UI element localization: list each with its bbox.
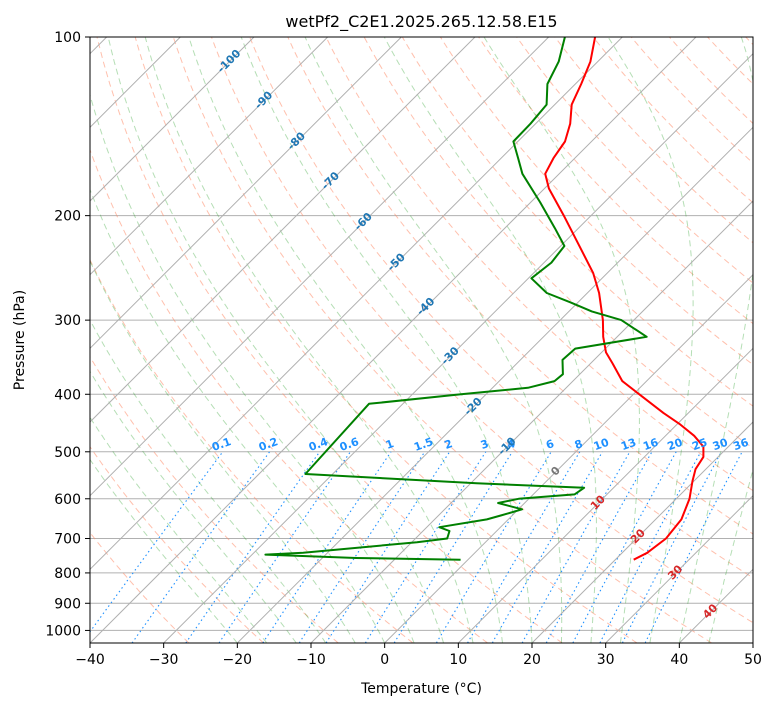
mixing-ratio-label: 10	[592, 436, 611, 454]
x-tick-label: −10	[296, 652, 326, 668]
moist-adiabat-line	[90, 458, 238, 643]
mixing-ratio-label: 36	[731, 436, 750, 454]
isotherm-line	[605, 494, 753, 643]
x-tick-label: −30	[149, 652, 179, 668]
dry-adiabat-line	[90, 258, 414, 643]
moist-adiabat-line	[304, 37, 563, 643]
x-tick-label: 30	[597, 652, 615, 668]
mixing-ratio-label: 13	[619, 436, 638, 453]
x-tick-label: 50	[744, 652, 762, 668]
dry-adiabat-line	[134, 37, 638, 643]
mixing-ratio-label: 0.6	[338, 435, 361, 454]
y-tick-label: 300	[54, 313, 81, 329]
dry-adiabat-line	[172, 37, 712, 643]
mixing-ratio-line	[364, 451, 487, 643]
y-tick-label: 900	[54, 596, 81, 612]
isotherm-line	[90, 37, 255, 202]
moist-adiabat-line	[144, 37, 474, 643]
moist-adiabat-line	[240, 37, 533, 643]
isotherm-line	[531, 421, 753, 643]
mixing-ratio-label: 8	[573, 437, 585, 452]
moist-adiabat-line	[483, 37, 640, 643]
isotherm-line	[384, 273, 753, 643]
dry-adiabat-line	[249, 37, 753, 579]
mixing-ratio-line	[599, 451, 702, 643]
dry-adiabat-line	[211, 37, 753, 624]
y-tick-label: 800	[54, 566, 81, 582]
moist-adiabat-line	[107, 37, 445, 643]
moist-adiabat-line	[383, 37, 597, 643]
x-tick-label: −40	[75, 652, 105, 668]
isotherm-line	[90, 37, 402, 350]
dewpoint-profile-line	[264, 37, 648, 561]
mixing-ratio-label: 3	[479, 437, 491, 452]
mixing-ratio-label: 4	[505, 437, 517, 452]
dry-adiabat-line	[516, 37, 753, 284]
y-tick-label: 600	[54, 492, 81, 508]
y-tick-label: 200	[54, 209, 81, 225]
mixing-ratio-label: 1.5	[412, 435, 435, 454]
moist-adiabat-line	[678, 37, 753, 643]
y-tick-label: 500	[54, 445, 81, 461]
moist-adiabat-line	[90, 416, 268, 643]
isotherm-line	[457, 347, 753, 643]
dry-adiabat-line	[325, 37, 753, 492]
mixing-ratio-label: 2	[443, 437, 455, 452]
plot-frame	[89, 36, 754, 644]
x-tick-label: 0	[380, 652, 389, 668]
axes: −40 −30 −20 −10 0 10 20 30 40 5010020030040050060…	[45, 30, 762, 668]
moist-adiabat-line	[90, 319, 327, 643]
x-tick-label: 40	[670, 652, 688, 668]
mixing-ratio-label: 0.2	[257, 435, 280, 454]
moist-adiabat-line	[90, 259, 356, 643]
dry-adiabat-line	[96, 37, 563, 643]
mixing-ratio-label: 0.1	[210, 435, 233, 454]
x-tick-label: 10	[449, 652, 467, 668]
mixing-ratio-line	[262, 451, 392, 643]
moist-adiabat-line	[90, 188, 386, 643]
mixing-ratio-label: 1	[384, 437, 396, 452]
y-tick-label: 100	[54, 30, 81, 46]
mixing-ratio-line	[218, 451, 351, 643]
mixing-ratio-label: 20	[666, 436, 685, 454]
mixing-ratio-label: 0.4	[307, 435, 330, 454]
moist-adiabat-line	[607, 37, 694, 643]
sounding-series	[264, 37, 705, 561]
y-tick-label: 700	[54, 532, 81, 548]
isotherm-line	[90, 37, 329, 276]
mixing-ratio-line	[325, 451, 451, 643]
mixing-ratio-line	[298, 451, 426, 643]
isotherm-line	[90, 37, 623, 571]
isotherm-line	[90, 37, 476, 423]
dry-adiabat-line	[90, 445, 264, 643]
y-tick-label: 400	[54, 387, 81, 403]
isotherm-line	[163, 52, 753, 643]
x-tick-label: 20	[523, 652, 541, 668]
chart-title: wetPf2_C2E1.2025.265.12.58.E15	[285, 12, 557, 32]
mixing-ratio-line	[572, 451, 677, 643]
dry-adiabat-line	[287, 37, 753, 535]
isotherm-line	[236, 126, 753, 643]
moist-adiabat-line	[90, 370, 297, 643]
x-tick-label: −20	[223, 652, 253, 668]
pressure-grid	[90, 37, 753, 631]
moist-adiabat-line	[708, 467, 753, 643]
isotherm-line	[90, 37, 550, 497]
temperature-profile-line	[544, 37, 705, 561]
mixing-ratio-label: 16	[641, 436, 660, 454]
mixing-ratio-label: 6	[544, 437, 556, 452]
mixing-ratio-label: 25	[690, 436, 709, 453]
y-tick-label: 1000	[45, 623, 81, 639]
isotherm-line	[90, 37, 697, 643]
moist-adiabat-line	[188, 37, 503, 643]
x-axis-label: Temperature (°C)	[360, 681, 482, 697]
mixing-ratio-line	[185, 451, 321, 643]
mixing-ratio-line	[435, 451, 552, 643]
y-axis-label: Pressure (hPa)	[12, 290, 28, 390]
mixing-ratio-label: 30	[711, 436, 730, 454]
